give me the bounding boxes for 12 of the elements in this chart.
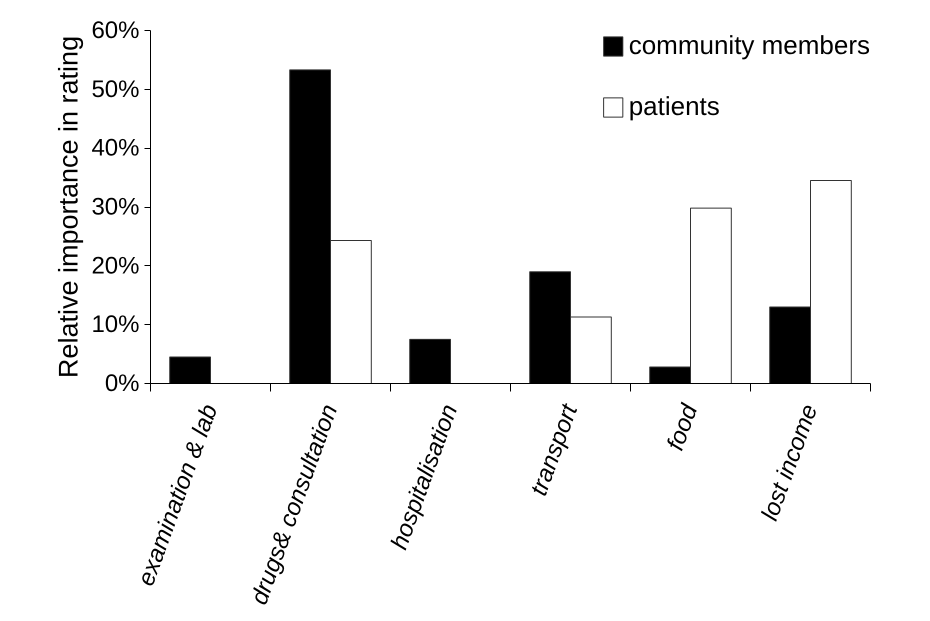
legend-label: community members: [628, 30, 870, 61]
y-tick-label: 60%: [91, 17, 140, 44]
y-tick-label: 0%: [104, 370, 140, 397]
y-tick-label: 10%: [91, 311, 140, 338]
x-tick-label: food: [662, 400, 704, 454]
y-tick-label: 40%: [91, 134, 140, 162]
y-tick-label: 50%: [91, 76, 140, 103]
y-tick-label: 30%: [91, 194, 140, 220]
legend-label: patients: [628, 91, 720, 122]
x-tick-label: lost income: [756, 400, 824, 524]
y-tick-label: 20%: [91, 252, 140, 280]
y-axis-title: Relative importance in rating: [53, 36, 84, 378]
